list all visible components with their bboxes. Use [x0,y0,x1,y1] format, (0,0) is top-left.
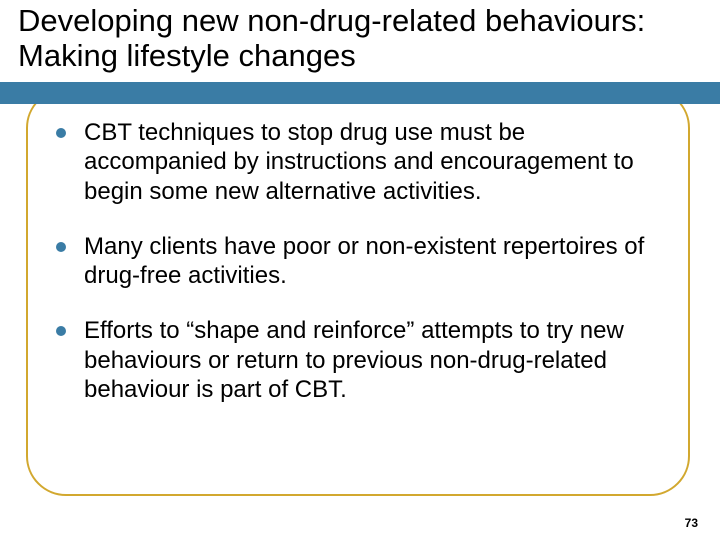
bullet-icon [56,326,66,336]
title-block: Developing new non-drug-related behaviou… [0,0,720,75]
list-item: Many clients have poor or non-existent r… [56,232,666,291]
bullet-text: CBT techniques to stop drug use must be … [84,118,666,206]
list-item: CBT techniques to stop drug use must be … [56,118,666,206]
slide-title: Developing new non-drug-related behaviou… [18,4,702,73]
slide: Developing new non-drug-related behaviou… [0,0,720,540]
list-item: Efforts to “shape and reinforce” attempt… [56,316,666,404]
page-number: 73 [685,516,698,530]
accent-bar [0,82,720,104]
bullet-icon [56,128,66,138]
bullet-icon [56,242,66,252]
bullet-text: Many clients have poor or non-existent r… [84,232,666,291]
bullet-text: Efforts to “shape and reinforce” attempt… [84,316,666,404]
bullet-list: CBT techniques to stop drug use must be … [56,118,666,430]
